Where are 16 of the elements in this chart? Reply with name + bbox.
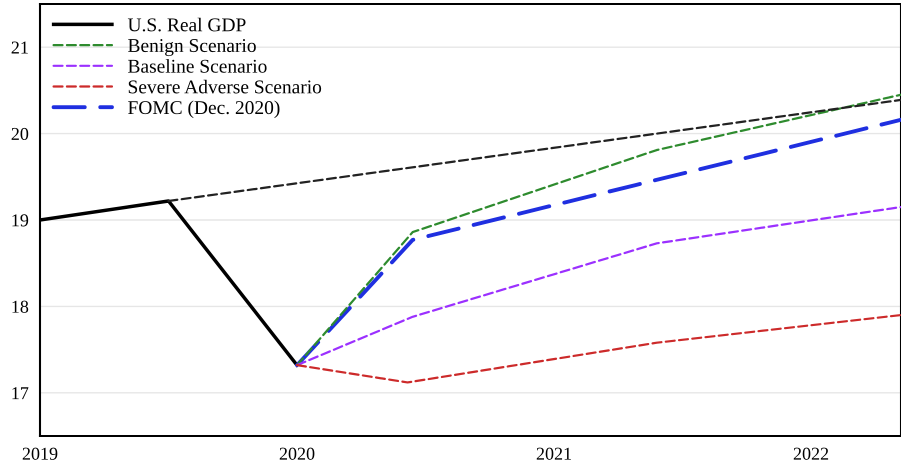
x-tick-label: 2022 — [794, 448, 828, 460]
legend-label: Benign Scenario — [128, 39, 256, 56]
y-tick-label: 20 — [12, 128, 28, 140]
line-series — [296, 206, 901, 366]
legend-label: U.S. Real GDP — [128, 18, 246, 32]
x-tick-label: 2019 — [22, 448, 58, 460]
y-tick-label: 18 — [12, 300, 28, 313]
y-tick-label: 21 — [12, 42, 28, 54]
legend-label: Severe Adverse Scenario — [128, 80, 322, 94]
y-tick-label: 17 — [12, 387, 28, 400]
x-tick-label: 2021 — [536, 448, 571, 460]
line-series — [296, 314, 901, 384]
x-tick-label: 2020 — [280, 448, 314, 460]
legend-label: Baseline Scenario — [128, 59, 267, 73]
y-tick-label: 19 — [12, 214, 28, 226]
legend-label: FOMC (Dec. 2020) — [128, 100, 280, 118]
